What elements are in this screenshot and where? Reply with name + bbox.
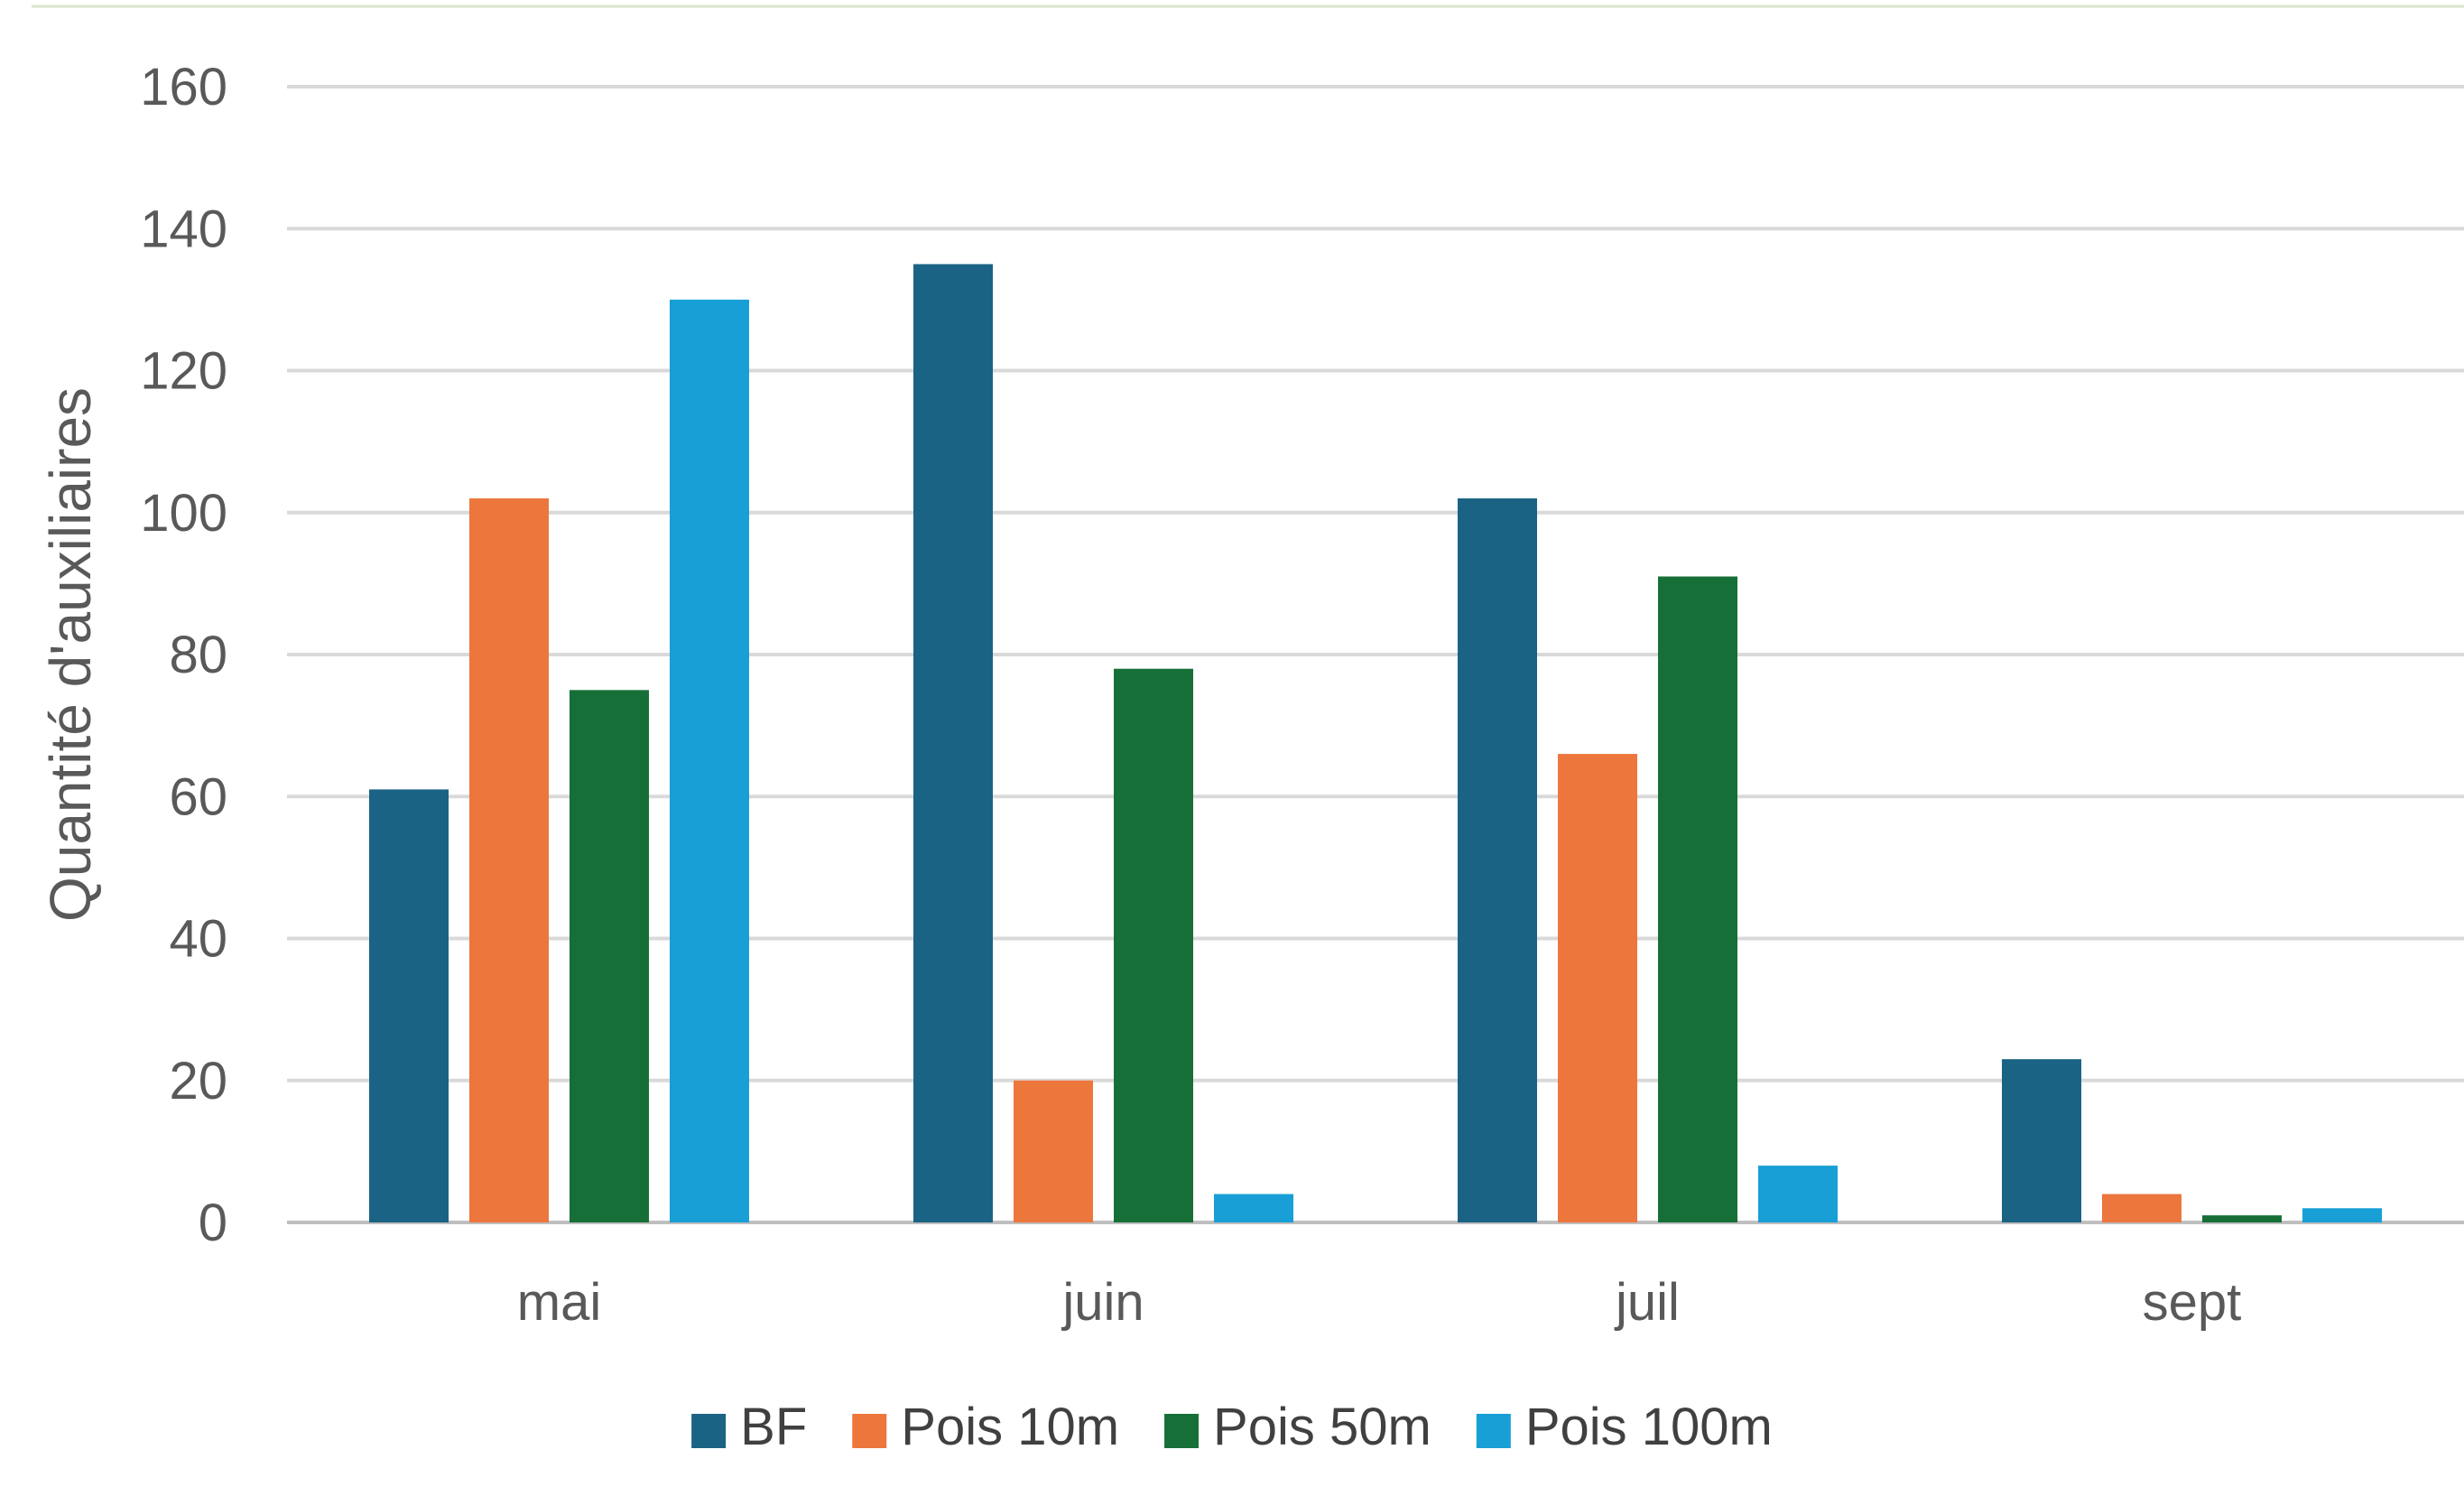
- y-tick-label: 140: [140, 200, 227, 258]
- legend-item: BF: [691, 1398, 807, 1456]
- bar-sept-series-3: [2202, 1215, 2282, 1222]
- bar-juin-series-4: [1214, 1194, 1293, 1222]
- legend-swatch: [852, 1414, 887, 1448]
- legend-swatch: [691, 1414, 727, 1448]
- bar-juin-series-1: [913, 264, 993, 1222]
- y-tick-label: 0: [199, 1194, 227, 1252]
- legend-item: Pois 50m: [1164, 1398, 1431, 1456]
- bar-juin-series-3: [1114, 668, 1193, 1222]
- bar-sept-series-2: [2102, 1194, 2181, 1222]
- legend-label: Pois 50m: [1213, 1398, 1431, 1456]
- y-axis-label: Quantité d'auxiliaires: [38, 387, 103, 922]
- bar-mai-series-3: [570, 690, 649, 1222]
- x-tick-label: juil: [1614, 1273, 1680, 1332]
- x-axis-tick-labels: mai juin juil sept: [517, 1273, 2242, 1332]
- legend-item: Pois 10m: [852, 1398, 1119, 1456]
- bar-mai-series-4: [670, 299, 749, 1222]
- bar-sept-series-1: [2002, 1059, 2081, 1222]
- bar-juin-series-2: [1014, 1080, 1093, 1222]
- y-tick-label: 100: [140, 484, 227, 543]
- bar-juil-series-1: [1458, 498, 1537, 1222]
- y-axis-tick-labels: 0 20 40 60 80 100 120 140 160: [140, 58, 227, 1252]
- x-tick-label: juin: [1061, 1273, 1144, 1332]
- legend-swatch: [1164, 1414, 1200, 1448]
- bar-juil-series-2: [1558, 754, 1637, 1222]
- y-tick-label: 160: [140, 58, 227, 116]
- bars: [369, 264, 2382, 1222]
- legend-swatch: [1476, 1414, 1511, 1448]
- legend-label: BF: [740, 1398, 807, 1456]
- legend-label: Pois 10m: [901, 1398, 1119, 1456]
- legend-label: Pois 100m: [1525, 1398, 1773, 1456]
- bar-mai-series-2: [469, 498, 549, 1222]
- bar-mai-series-1: [369, 789, 449, 1222]
- x-tick-label: mai: [517, 1273, 601, 1332]
- y-tick-label: 60: [169, 767, 227, 826]
- bar-juil-series-3: [1658, 576, 1737, 1222]
- legend: BF Pois 10m Pois 50m Pois 100m: [691, 1398, 1773, 1456]
- y-tick-label: 120: [140, 342, 227, 401]
- y-tick-label: 40: [169, 910, 227, 969]
- bar-juil-series-4: [1758, 1166, 1838, 1222]
- legend-item: Pois 100m: [1476, 1398, 1773, 1456]
- y-tick-label: 20: [169, 1052, 227, 1110]
- gridlines: [287, 85, 2464, 1224]
- x-tick-label: sept: [2143, 1273, 2242, 1332]
- bar-sept-series-4: [2302, 1208, 2382, 1222]
- y-tick-label: 80: [169, 626, 227, 684]
